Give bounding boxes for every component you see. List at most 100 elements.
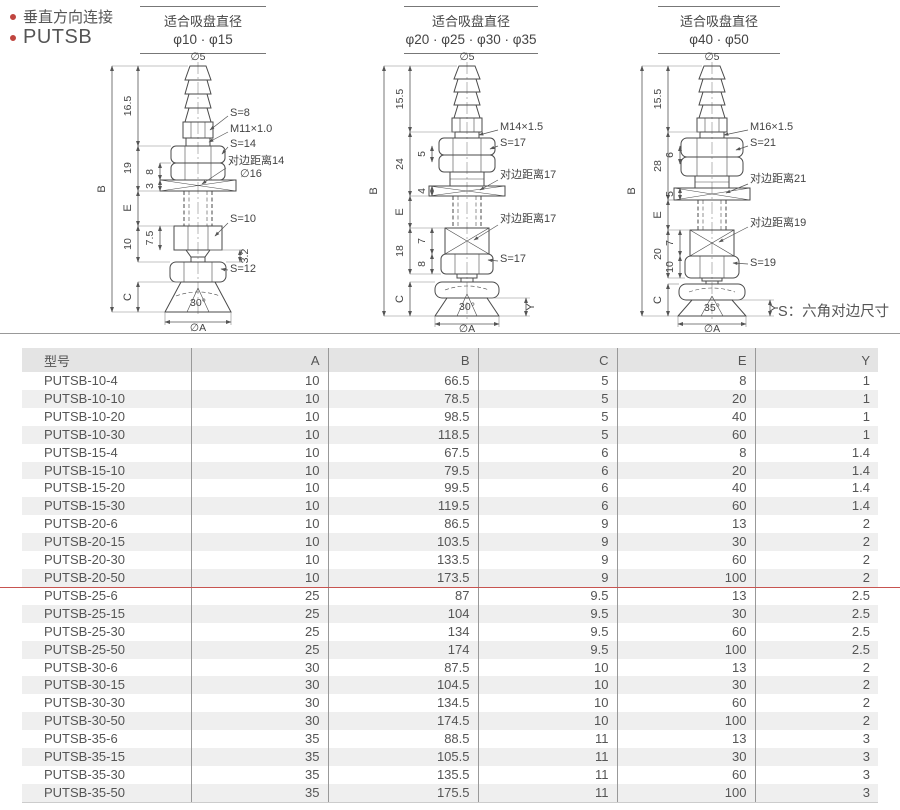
value-cell: 2 (862, 659, 870, 675)
value-cell: 13 (617, 658, 756, 677)
table-row: PUTSB-15-4 10 67.5 6 8 1.4 (22, 443, 878, 462)
value-cell: 5 (478, 425, 618, 444)
model-cell: PUTSB-30-6 (22, 658, 192, 677)
dim-C: C (122, 293, 134, 301)
value-cell: 9 (478, 551, 618, 569)
value-cell: 35 (191, 783, 329, 803)
table-row: PUTSB-35-30 35 135.5 11 60 3 (22, 765, 878, 784)
hex-flats-note: S：六角对边尺寸 (778, 304, 890, 320)
section-bullet-connection: 垂直方向连接 (10, 6, 113, 27)
table-row: PUTSB-35-15 35 105.5 11 30 3 (22, 748, 878, 766)
section-title: 垂直方向连接 (23, 9, 114, 26)
dim-8: 8 (144, 169, 156, 175)
dim-7: 7 (416, 238, 428, 244)
value-cell: 13 (617, 586, 756, 605)
value-cell: 5 (478, 372, 618, 390)
value-cell: 3 (862, 766, 870, 782)
table-header-row: 型号 A B C E Y (22, 348, 878, 372)
dim-C: C (394, 295, 406, 303)
value-cell: 133.5 (328, 551, 479, 569)
dim-5: 5 (664, 191, 676, 197)
value-cell: 67.5 (328, 443, 479, 462)
dim-18: 18 (394, 245, 406, 257)
drawing-body (428, 62, 506, 320)
value-cell: 100 (617, 640, 756, 659)
diagram3-header: 适合吸盘直径 φ40 · φ50 (658, 6, 780, 54)
value-cell: 20 (617, 389, 756, 408)
table-row: PUTSB-10-10 10 78.5 5 20 1 (22, 389, 878, 408)
label-s21: S=21 (750, 137, 776, 149)
value-cell: 2 (862, 516, 870, 532)
value-cell: 10 (478, 658, 618, 677)
label-s8: S=8 (230, 107, 250, 119)
table-row: PUTSB-10-4 10 66.5 5 8 1 (22, 372, 878, 390)
value-cell: 30 (191, 676, 329, 695)
dim-10: 10 (122, 238, 134, 250)
dim-bottom-diameter: ∅A (190, 322, 206, 332)
dim-24: 24 (394, 158, 406, 170)
table-row: PUTSB-20-15 10 103.5 9 30 2 (22, 533, 878, 552)
value-cell: 134.5 (328, 694, 479, 713)
diagram1-header-title: 适合吸盘直径 (163, 14, 242, 29)
value-cell: 10 (191, 533, 329, 552)
col-header-C: C (478, 348, 618, 372)
value-cell: 100 (617, 712, 756, 731)
value-cell: 60 (617, 497, 756, 516)
value-cell: 100 (617, 568, 756, 587)
label-thread-m14: M14×1.5 (500, 121, 543, 133)
table-row: PUTSB-30-15 30 104.5 10 30 2 (22, 676, 878, 695)
table-row: PUTSB-25-30 25 134 9.5 60 2.5 (22, 622, 878, 641)
value-cell: 25 (191, 604, 329, 623)
drawing-body (159, 62, 237, 316)
value-cell: 30 (617, 604, 756, 623)
value-cell: 1 (862, 408, 870, 424)
value-cell: 9 (478, 568, 618, 587)
value-cell: 20 (617, 461, 756, 480)
value-cell: 119.5 (328, 497, 479, 516)
model-cell: PUTSB-30-50 (22, 712, 192, 731)
dim-7: 7 (664, 240, 676, 246)
drawing-body (673, 62, 751, 320)
label-cup-angle: 30° (459, 301, 475, 313)
value-cell: 9.5 (478, 640, 618, 659)
value-cell: 2 (755, 533, 878, 552)
table-row: PUTSB-30-50 30 174.5 10 100 2 (22, 712, 878, 731)
value-cell: 10 (191, 372, 329, 390)
value-cell: 60 (617, 551, 756, 569)
col-header-A: A (191, 348, 329, 372)
dim-28: 28 (652, 160, 664, 172)
dim-6: 6 (664, 152, 676, 158)
value-cell: 10 (191, 497, 329, 516)
model-cell: PUTSB-25-50 (22, 640, 192, 659)
value-cell: 6 (478, 497, 618, 516)
value-cell: 2.5 (851, 623, 870, 639)
value-cell: 40 (617, 479, 756, 498)
value-cell: 5 (478, 389, 618, 408)
diagram2-header-title: 适合吸盘直径 (431, 14, 510, 29)
dim-5: 5 (416, 151, 428, 157)
dim-B: B (96, 185, 108, 192)
value-cell: 10 (191, 407, 329, 426)
diagram2-header-range: φ20 · φ25 · φ30 · φ35 (405, 32, 537, 47)
red-ring-bullet-icon (10, 13, 16, 20)
dim-19: 19 (122, 162, 134, 174)
value-cell: 60 (617, 622, 756, 641)
value-cell: 6 (478, 461, 618, 480)
model-cell: PUTSB-25-6 (22, 586, 192, 605)
spec-table: 型号 A B C E Y PUTSB-10-4 10 66.5 5 8 1 PUTSB-10… (22, 348, 878, 803)
value-cell: 1.4 (851, 480, 870, 496)
value-cell: 30 (191, 694, 329, 713)
value-cell: 35 (191, 730, 329, 749)
dim-7-5: 7.5 (144, 231, 156, 246)
table-row: PUTSB-25-15 25 104 9.5 30 2.5 (22, 604, 878, 623)
value-cell: 103.5 (328, 533, 479, 552)
dim-4: 4 (416, 188, 428, 194)
value-cell: 10 (191, 551, 329, 569)
value-cell: 1.4 (851, 444, 870, 460)
value-cell: 1.4 (755, 497, 878, 516)
diagram1-header: 适合吸盘直径 φ10 · φ15 (140, 6, 266, 54)
value-cell: 60 (617, 425, 756, 444)
section-divider-line (0, 333, 900, 334)
value-cell: 2 (862, 695, 870, 711)
